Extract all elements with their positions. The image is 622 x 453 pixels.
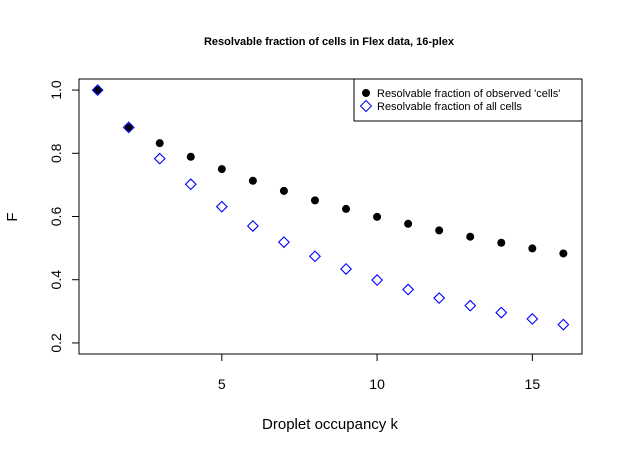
chart-title: Resolvable fraction of cells in Flex dat…	[204, 36, 455, 48]
point-all-cells	[433, 292, 446, 305]
point-all-cells	[122, 121, 135, 134]
point-all-cells	[184, 178, 197, 191]
point-observed	[497, 238, 506, 247]
legend-marker-observed	[362, 89, 370, 97]
point-observed	[93, 86, 102, 95]
point-all-cells	[153, 152, 166, 165]
point-all-cells	[371, 274, 384, 287]
y-axis: 0.2 0.4 0.6 0.8 1.0	[48, 80, 79, 353]
point-all-cells	[526, 312, 539, 325]
legend: Resolvable fraction of observed 'cells' …	[353, 78, 583, 122]
point-all-cells	[308, 250, 321, 263]
point-observed	[373, 212, 382, 221]
y-tick-label: 0.6	[48, 207, 64, 227]
point-all-cells	[557, 318, 570, 331]
point-all-cells	[340, 262, 353, 275]
point-observed	[559, 249, 568, 258]
legend-box	[353, 78, 583, 122]
y-axis-label: F	[4, 212, 21, 221]
point-observed	[528, 244, 537, 253]
legend-label-all: Resolvable fraction of all cells	[377, 101, 522, 113]
x-axis-label: Droplet occupancy k	[262, 416, 398, 433]
point-observed	[310, 196, 319, 205]
point-observed	[217, 165, 226, 174]
legend-label-observed: Resolvable fraction of observed 'cells'	[377, 88, 560, 100]
legend-marker-all	[359, 99, 373, 113]
point-all-cells	[91, 84, 104, 97]
x-tick-label: 15	[525, 376, 541, 392]
point-observed	[186, 152, 195, 161]
y-tick-label: 0.2	[48, 333, 64, 353]
y-tick-label: 0.8	[48, 143, 64, 163]
x-tick-label: 5	[218, 376, 226, 392]
point-observed	[466, 232, 475, 241]
point-all-cells	[246, 220, 259, 232]
point-observed	[435, 226, 444, 235]
y-tick-label: 1.0	[48, 80, 64, 100]
point-observed	[248, 176, 257, 185]
point-observed	[155, 139, 164, 148]
point-observed	[342, 204, 351, 213]
point-all-cells	[495, 306, 508, 319]
point-all-cells	[215, 200, 228, 213]
point-all-cells	[402, 283, 415, 296]
x-tick-label: 10	[369, 376, 385, 392]
y-tick-label: 0.4	[48, 270, 64, 290]
point-observed	[279, 186, 288, 195]
data-points	[91, 84, 570, 331]
point-observed	[404, 219, 413, 228]
point-all-cells	[464, 299, 477, 312]
point-all-cells	[277, 236, 290, 249]
x-axis: 5 10 15	[218, 354, 540, 392]
point-observed	[124, 123, 133, 132]
